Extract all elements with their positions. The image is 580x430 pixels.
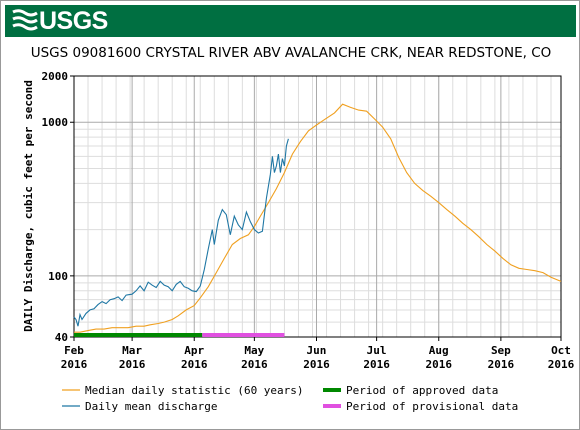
x-tick-year: 2016 — [119, 358, 146, 371]
x-tick-month: Oct — [551, 344, 571, 357]
x-tick-year: 2016 — [61, 358, 88, 371]
chart-grid — [73, 76, 562, 337]
plot-area — [74, 76, 561, 337]
series-line-daily-mean — [73, 138, 289, 327]
series-line-median — [74, 103, 562, 333]
chart-title: USGS 09081600 CRYSTAL RIVER ABV AVALANCH… — [30, 45, 552, 61]
usgs-logo-text: USGS — [39, 7, 108, 35]
legend-approved-label: Period of approved data — [346, 384, 498, 397]
x-tick-year: 2016 — [548, 358, 575, 371]
x-tick-year: 2016 — [425, 358, 452, 371]
usgs-banner: USGS — [5, 5, 576, 37]
chart-axes: 4010010002000Feb2016Mar2016Apr2016May201… — [42, 70, 575, 371]
y-tick-label: 40 — [55, 331, 68, 344]
x-tick-year: 2016 — [488, 358, 515, 371]
x-tick-month: Apr — [184, 344, 204, 357]
usgs-wave-icon — [12, 9, 38, 31]
x-tick-month: Jul — [367, 344, 387, 357]
x-tick-year: 2016 — [181, 358, 208, 371]
y-tick-label: 100 — [48, 270, 68, 283]
legend-provisional-label: Period of provisional data — [346, 400, 518, 413]
x-tick-year: 2016 — [241, 358, 268, 371]
x-tick-year: 2016 — [303, 358, 330, 371]
y-axis-label: DAILY Discharge, cubic feet per second — [22, 80, 35, 332]
status-bars — [74, 333, 285, 337]
series-layer — [73, 103, 562, 333]
usgs-logo[interactable]: USGS — [11, 8, 108, 34]
x-tick-month: Mar — [122, 344, 142, 357]
x-tick-year: 2016 — [363, 358, 390, 371]
x-tick-month: Jun — [307, 344, 327, 357]
legend-daily-mean-label: Daily mean discharge — [85, 400, 217, 413]
legend-median-label: Median daily statistic (60 years) — [85, 384, 304, 397]
y-tick-label: 1000 — [42, 116, 69, 129]
x-tick-month: Feb — [64, 344, 84, 357]
status-bar-provisional — [202, 333, 285, 337]
x-tick-month: Sep — [491, 344, 511, 357]
x-tick-month: May — [244, 344, 264, 357]
legend: Median daily statistic (60 years) Daily m… — [62, 384, 518, 413]
y-tick-label: 2000 — [42, 70, 69, 83]
status-bar-approved — [74, 333, 203, 337]
x-tick-month: Aug — [429, 344, 449, 357]
plot-frame — [73, 75, 562, 338]
